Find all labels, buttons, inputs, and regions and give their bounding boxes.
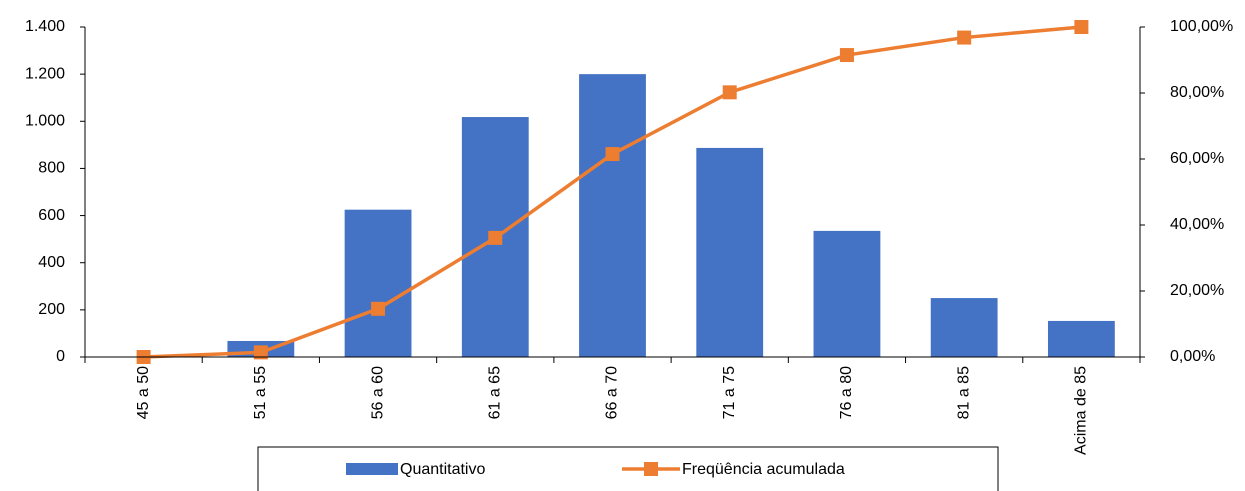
bar (344, 209, 412, 357)
line-marker (839, 48, 854, 63)
legend-label: Freqüência acumulada (682, 461, 845, 478)
y2-tick-label: 0,00% (1170, 348, 1215, 365)
y-tick-label: 600 (38, 207, 65, 224)
x-tick-label: 45 a 50 (135, 366, 152, 419)
line-marker (1074, 20, 1089, 34)
bar (696, 147, 764, 357)
y2-tick-label: 40,00% (1170, 216, 1224, 233)
bar (1047, 320, 1115, 357)
y2-tick-label: 20,00% (1170, 282, 1224, 299)
y-tick-label: 1.400 (25, 18, 65, 35)
y-tick-label: 0 (56, 348, 65, 365)
bar (813, 230, 881, 357)
line-marker (371, 301, 386, 316)
line-marker (957, 30, 972, 45)
x-tick-label: 81 a 85 (955, 366, 972, 419)
y-tick-label: 200 (38, 301, 65, 318)
bar (579, 74, 646, 358)
x-tick-label: 61 a 65 (486, 366, 503, 419)
x-tick-label: 51 a 55 (252, 366, 269, 419)
legend-marker (644, 462, 658, 476)
y2-tick-label: 80,00% (1170, 84, 1224, 101)
x-tick-label: 76 a 80 (838, 366, 855, 419)
line-marker (722, 85, 737, 100)
y-tick-label: 800 (38, 160, 65, 177)
y-tick-label: 1.000 (25, 113, 65, 130)
line-marker (488, 230, 503, 245)
y-tick-label: 400 (38, 254, 65, 271)
x-tick-label: 71 a 75 (721, 366, 738, 419)
legend-swatch (346, 463, 398, 475)
y2-tick-label: 60,00% (1170, 150, 1224, 167)
legend-label: Quantitativo (400, 461, 485, 478)
bar (930, 298, 998, 357)
x-tick-label: 56 a 60 (369, 366, 386, 419)
y2-tick-label: 100,00% (1170, 18, 1233, 35)
line-marker (605, 147, 620, 162)
y-tick-label: 1.200 (25, 65, 65, 82)
line-marker (253, 345, 268, 360)
x-tick-label: Acima de 85 (1073, 366, 1090, 455)
x-tick-label: 66 a 70 (604, 366, 621, 419)
